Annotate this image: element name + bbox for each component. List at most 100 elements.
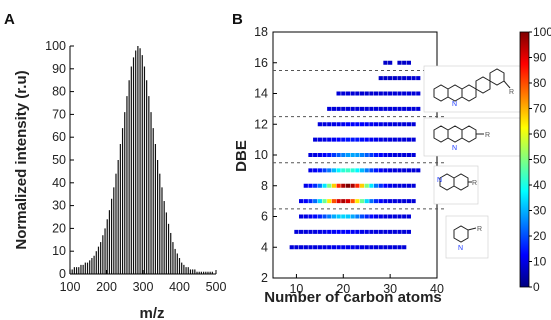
heatmap-cell: [322, 245, 326, 249]
y-tick-label-b: 8: [261, 179, 268, 193]
heatmap-cell: [313, 153, 317, 157]
heatmap-cell: [336, 107, 340, 111]
heatmap-cell: [294, 245, 298, 249]
x-tick-label-a: 300: [133, 280, 154, 294]
heatmap-cell: [388, 92, 392, 96]
heatmap-cell: [351, 153, 355, 157]
heatmap-cell: [379, 107, 383, 111]
heatmap-cell: [397, 230, 401, 234]
heatmap-cell: [383, 138, 387, 142]
heatmap-cell: [383, 153, 387, 157]
heatmap-cell: [397, 107, 401, 111]
heatmap-cell: [346, 230, 350, 234]
heatmap-cell: [332, 122, 336, 126]
heatmap-cell: [313, 215, 317, 219]
heatmap-cell: [346, 122, 350, 126]
heatmap-cell: [407, 76, 411, 80]
heatmap-cell: [402, 122, 406, 126]
heatmap-cell: [369, 107, 373, 111]
heatmap-cell: [355, 107, 359, 111]
heatmap-cell: [374, 138, 378, 142]
heatmap-cell: [402, 199, 406, 203]
heatmap-cell: [304, 215, 308, 219]
y-tick-label-a: 100: [45, 39, 66, 53]
heatmap-cell: [388, 245, 392, 249]
heatmap-cell: [379, 153, 383, 157]
y-tick-label-b: 18: [254, 25, 268, 39]
heatmap-cell: [318, 138, 322, 142]
heatmap-cell: [379, 168, 383, 172]
heatmap-cell: [374, 184, 378, 188]
heatmap-cell: [360, 168, 364, 172]
heatmap-cell: [369, 122, 373, 126]
heatmap-cell: [351, 107, 355, 111]
x-tick-label-a: 200: [96, 280, 117, 294]
heatmap-cell: [318, 184, 322, 188]
heatmap-cell: [322, 230, 326, 234]
heatmap-cell: [336, 92, 340, 96]
heatmap-cell: [322, 199, 326, 203]
heatmap-cell: [332, 199, 336, 203]
acridine-n: N: [452, 145, 457, 152]
heatmap-cell: [313, 184, 317, 188]
heatmap-cell: [327, 215, 331, 219]
heatmap-cell: [402, 61, 406, 65]
heatmap-cell: [341, 122, 345, 126]
heatmap-cell: [388, 184, 392, 188]
heatmap-cell: [341, 215, 345, 219]
colorbar-tick-label: 70: [533, 102, 547, 116]
x-tick-label-b: 10: [289, 282, 303, 296]
spectrum-peaks: [70, 46, 212, 274]
heatmap-cell: [299, 215, 303, 219]
benzacridine-n: N: [452, 101, 457, 108]
heatmap-cell: [369, 168, 373, 172]
heatmap-cell: [388, 61, 392, 65]
heatmap-cell: [341, 230, 345, 234]
heatmap-cell: [313, 138, 317, 142]
heatmap-cell: [308, 245, 312, 249]
heatmap-cell: [393, 245, 397, 249]
heatmap-cell: [379, 122, 383, 126]
heatmap-cell: [346, 168, 350, 172]
heatmap-cell: [374, 230, 378, 234]
x-tick-label-b: 40: [430, 282, 444, 296]
heatmap-cell: [308, 168, 312, 172]
heatmap-cell: [332, 245, 336, 249]
heatmap-cell: [411, 138, 415, 142]
heatmap-cell: [341, 199, 345, 203]
heatmap-cell: [369, 215, 373, 219]
y-tick-label-a: 40: [52, 176, 66, 190]
heatmap-cell: [360, 230, 364, 234]
heatmap-cell: [397, 122, 401, 126]
heatmap-cell: [369, 138, 373, 142]
y-tick-label-a: 0: [59, 267, 66, 281]
heatmap-cell: [308, 215, 312, 219]
heatmap-cell: [393, 76, 397, 80]
heatmap-cell: [365, 138, 369, 142]
heatmap-cell: [355, 168, 359, 172]
heatmap-cell: [379, 92, 383, 96]
heatmap-cell: [393, 215, 397, 219]
colorbar-tick-label: 40: [533, 178, 547, 192]
panel-a: A Normalized intensity (r.u) m/z 0 10 20 30…: [4, 11, 226, 320]
heatmap-cell: [294, 230, 298, 234]
heatmap-cell: [388, 122, 392, 126]
heatmap-cell: [355, 138, 359, 142]
heatmap-cell: [383, 107, 387, 111]
heatmap-cell: [351, 230, 355, 234]
heatmap-cell: [365, 122, 369, 126]
heatmap-cell: [374, 92, 378, 96]
quinoline-r: R: [472, 180, 477, 187]
heatmap-cell: [327, 153, 331, 157]
heatmap-cell: [336, 199, 340, 203]
heatmap-cell: [369, 92, 373, 96]
heatmap-cell: [416, 76, 420, 80]
heatmap-cell: [369, 245, 373, 249]
heatmap-cell: [336, 184, 340, 188]
heatmap-cell: [402, 215, 406, 219]
acridine-r: R: [485, 132, 490, 139]
heatmap-cell: [346, 245, 350, 249]
heatmap-cell: [379, 230, 383, 234]
quinoline-structure: N R: [434, 166, 478, 204]
heatmap-cell: [393, 168, 397, 172]
